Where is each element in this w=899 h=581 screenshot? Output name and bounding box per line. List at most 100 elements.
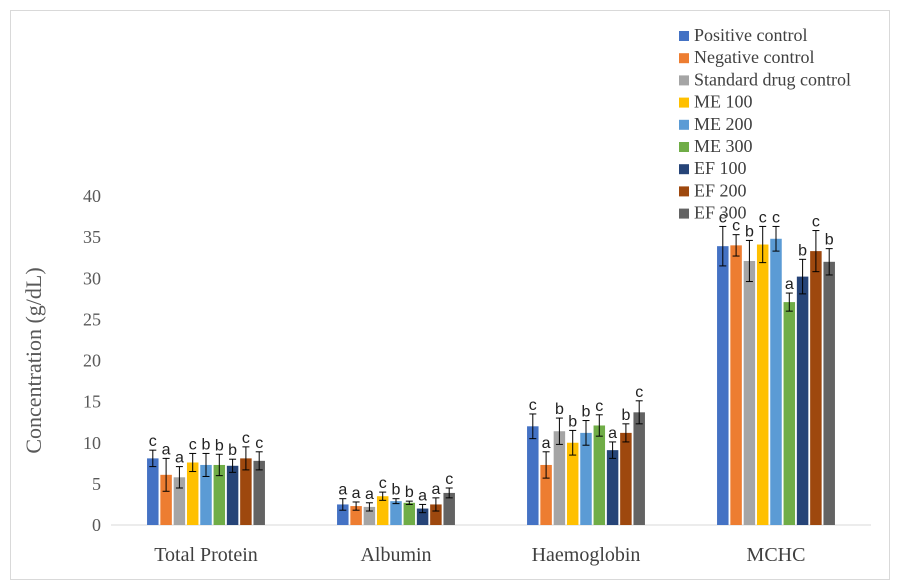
significance-letter: b xyxy=(215,437,224,454)
legend-label: EF 200 xyxy=(694,180,747,200)
significance-letter: c xyxy=(635,384,643,401)
significance-letter: a xyxy=(785,276,794,293)
bar xyxy=(376,496,389,525)
y-axis-label: Concentration (g/dL) xyxy=(21,267,46,453)
significance-letter: c xyxy=(529,397,537,414)
bar xyxy=(810,251,822,526)
significance-letter: a xyxy=(542,435,551,452)
y-tick-label: 40 xyxy=(83,186,101,206)
legend-label: EF 300 xyxy=(694,203,747,223)
y-tick-label: 10 xyxy=(83,433,101,453)
bar xyxy=(390,501,402,525)
significance-letter: c xyxy=(189,436,197,453)
bar xyxy=(337,504,349,525)
legend-swatch xyxy=(679,97,689,108)
legend-label: Standard drug control xyxy=(694,69,851,89)
bar xyxy=(606,450,619,525)
bar xyxy=(730,245,742,525)
legend-label: Positive control xyxy=(694,25,808,45)
x-tick-label: Total Protein xyxy=(154,544,258,566)
legend-swatch xyxy=(679,31,689,41)
bar xyxy=(580,432,592,525)
x-tick-label: Haemoglobin xyxy=(532,544,641,566)
legend-label: ME 100 xyxy=(694,92,753,112)
legend-swatch xyxy=(679,208,689,219)
bar xyxy=(363,506,376,525)
bar xyxy=(823,261,835,525)
significance-letter: b xyxy=(745,223,754,240)
significance-letter: a xyxy=(608,425,617,442)
y-tick-label: 35 xyxy=(83,227,101,247)
bar xyxy=(226,465,239,525)
significance-letter: a xyxy=(338,482,347,499)
significance-letter: b xyxy=(798,242,807,259)
significance-letter: a xyxy=(352,485,361,502)
significance-letter: c xyxy=(255,435,263,452)
x-tick-label: MCHC xyxy=(747,544,806,566)
significance-letter: c xyxy=(242,430,250,447)
bar xyxy=(540,464,552,525)
y-tick-label: 20 xyxy=(83,351,101,371)
bar xyxy=(253,460,265,525)
legend-label: ME 200 xyxy=(694,114,753,134)
bar xyxy=(240,458,252,525)
legend-swatch xyxy=(679,53,689,64)
legend-label: ME 300 xyxy=(694,136,753,156)
legend-label: Negative control xyxy=(694,47,814,67)
legend-swatch xyxy=(679,75,689,86)
bar xyxy=(620,432,632,525)
bar xyxy=(186,462,199,525)
bar xyxy=(350,506,362,525)
significance-letter: b xyxy=(202,436,211,453)
significance-letter: c xyxy=(595,398,603,415)
significance-letter: a xyxy=(162,441,171,458)
significance-letter: b xyxy=(582,404,591,421)
significance-letter: c xyxy=(445,471,453,488)
bar xyxy=(553,431,566,525)
bar xyxy=(566,442,579,525)
bar xyxy=(783,302,796,525)
bar xyxy=(147,458,159,525)
bar xyxy=(416,508,429,525)
significance-letter: c xyxy=(149,433,157,450)
bar xyxy=(770,238,782,525)
significance-letter: c xyxy=(759,209,767,226)
bar xyxy=(743,260,756,525)
significance-letter: a xyxy=(418,487,427,504)
significance-letter: b xyxy=(825,232,834,249)
significance-letter: c xyxy=(719,209,727,226)
legend-swatch xyxy=(679,164,689,175)
bar xyxy=(443,492,455,525)
significance-letter: b xyxy=(568,413,577,430)
significance-letter: c xyxy=(772,209,780,226)
legend-label: EF 100 xyxy=(694,158,747,178)
significance-letter: c xyxy=(732,218,740,235)
bar xyxy=(717,246,729,526)
x-tick-label: Albumin xyxy=(360,544,431,566)
bar xyxy=(403,502,416,525)
significance-letter: b xyxy=(228,442,237,459)
legend-swatch xyxy=(679,186,689,197)
significance-letter: a xyxy=(175,450,184,467)
bar xyxy=(200,464,212,525)
significance-letter: c xyxy=(812,214,820,231)
bar xyxy=(527,426,539,525)
significance-letter: a xyxy=(431,481,440,498)
significance-letter: b xyxy=(405,484,414,501)
bar xyxy=(633,412,645,525)
bar xyxy=(593,425,606,525)
significance-letter: b xyxy=(555,401,564,418)
y-tick-label: 15 xyxy=(83,392,101,412)
significance-letter: c xyxy=(379,475,387,492)
bar xyxy=(160,474,172,525)
bar xyxy=(796,276,809,525)
bar xyxy=(430,504,442,525)
bar xyxy=(173,477,186,525)
legend-swatch xyxy=(679,119,689,130)
bar xyxy=(756,244,769,525)
y-tick-label: 30 xyxy=(83,268,101,288)
y-tick-label: 25 xyxy=(83,309,101,329)
significance-letter: b xyxy=(392,482,401,499)
y-tick-label: 0 xyxy=(92,515,101,535)
